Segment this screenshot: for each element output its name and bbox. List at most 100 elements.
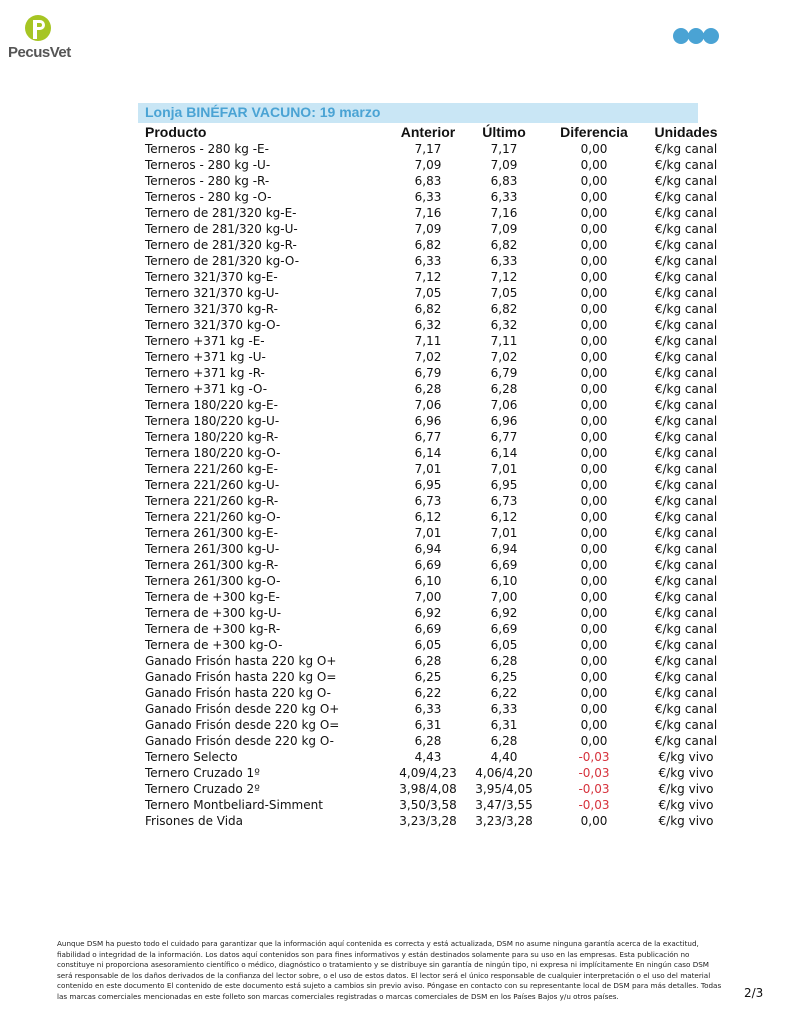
cell-unidades: €/kg canal	[654, 526, 718, 540]
cell-diferencia: 0,00	[580, 238, 608, 252]
table-row: Ganado Frisón hasta 220 kg O+ 6,28 6,28 0,0…	[138, 653, 717, 669]
cell-ultimo: 7,17	[490, 142, 518, 156]
cell-product: Ternero Montbeliard-Simment	[145, 798, 323, 812]
header-anterior: Anterior	[400, 124, 456, 140]
cell-unidades: €/kg canal	[654, 462, 718, 476]
cell-anterior: 3,98/4,08	[399, 782, 457, 796]
cell-anterior: 6,69	[414, 558, 442, 572]
disclaimer: Aunque DSM ha puesto todo el cuidado par…	[57, 939, 722, 1001]
cell-diferencia: 0,00	[580, 702, 608, 716]
cell-unidades: €/kg vivo	[658, 798, 714, 812]
cell-unidades: €/kg canal	[654, 606, 718, 620]
table-row: Ternera 180/220 kg-O- 6,14 6,14 0,00 €/kg ca…	[138, 445, 717, 461]
cell-diferencia: 0,00	[580, 398, 608, 412]
cell-ultimo: 7,09	[490, 158, 518, 172]
table-header: Producto Anterior Último Diferencia Unid…	[138, 123, 718, 141]
cell-unidades: €/kg canal	[654, 286, 718, 300]
cell-unidades: €/kg canal	[654, 334, 718, 348]
cell-anterior: 7,11	[414, 334, 442, 348]
cell-anterior: 3,23/3,28	[399, 814, 457, 828]
cell-product: Ternera 180/220 kg-U-	[145, 414, 280, 428]
cell-anterior: 7,01	[414, 526, 442, 540]
page-number: 2/3	[744, 986, 764, 1000]
cell-product: Ternera 221/260 kg-U-	[145, 478, 280, 492]
table-row: Ternero +371 kg -E- 7,11 7,11 0,00 €/kg cana…	[138, 333, 717, 349]
cell-ultimo: 6,82	[490, 302, 518, 316]
cell-anterior: 6,95	[414, 478, 442, 492]
table-row: Terneros - 280 kg -U- 7,09 7,09 0,00 €/kg ca…	[138, 157, 717, 173]
cell-unidades: €/kg canal	[654, 734, 718, 748]
cell-anterior: 7,17	[414, 142, 442, 156]
cell-anterior: 6,92	[414, 606, 442, 620]
cell-anterior: 7,09	[414, 158, 442, 172]
cell-product: Ternera 221/260 kg-E-	[145, 462, 278, 476]
cell-unidades: €/kg canal	[654, 254, 718, 268]
cell-diferencia: 0,00	[580, 430, 608, 444]
table-row: Ternero +371 kg -U- 7,02 7,02 0,00 €/kg cana…	[138, 349, 717, 365]
cell-product: Ternero de 281/320 kg-U-	[145, 222, 298, 236]
header-producto: Producto	[145, 124, 207, 140]
cell-anterior: 7,12	[414, 270, 442, 284]
cell-diferencia: 0,00	[580, 382, 608, 396]
cell-anterior: 6,96	[414, 414, 442, 428]
pecusvet-p-icon	[25, 15, 51, 41]
cell-product: Ternero +371 kg -R-	[145, 366, 265, 380]
table-row: Ternero de 281/320 kg-O- 6,33 6,33 0,00 €/kg…	[138, 253, 717, 269]
cell-diferencia: 0,00	[580, 158, 608, 172]
cell-ultimo: 6,10	[490, 574, 518, 588]
cell-product: Ternera de +300 kg-R-	[145, 622, 281, 636]
cell-unidades: €/kg vivo	[658, 782, 714, 796]
cell-product: Terneros - 280 kg -O-	[145, 190, 272, 204]
table-row: Ternera de +300 kg-E- 7,00 7,00 0,00 €/kg ca…	[138, 589, 717, 605]
cell-ultimo: 6,31	[490, 718, 518, 732]
cell-unidades: €/kg canal	[654, 158, 718, 172]
cell-anterior: 6,10	[414, 574, 442, 588]
cell-diferencia: -0,03	[578, 750, 610, 764]
cell-unidades: €/kg canal	[654, 430, 718, 444]
table-row: Ganado Frisón hasta 220 kg O- 6,22 6,22 0,0…	[138, 685, 717, 701]
cell-product: Ternero de 281/320 kg-O-	[145, 254, 300, 268]
cell-diferencia: 0,00	[580, 654, 608, 668]
cell-unidades: €/kg canal	[654, 318, 718, 332]
cell-anterior: 6,12	[414, 510, 442, 524]
cell-ultimo: 3,47/3,55	[475, 798, 533, 812]
table-row: Ganado Frisón desde 220 kg O+ 6,33 6,33 0,0…	[138, 701, 717, 717]
cell-unidades: €/kg canal	[654, 302, 718, 316]
cell-ultimo: 6,33	[490, 190, 518, 204]
cell-anterior: 4,43	[414, 750, 442, 764]
cell-unidades: €/kg canal	[654, 270, 718, 284]
cell-ultimo: 7,12	[490, 270, 518, 284]
cell-diferencia: 0,00	[580, 670, 608, 684]
table-row: Frisones de Vida 3,23/3,28 3,23/3,28 0,00 €/…	[138, 813, 713, 829]
cell-product: Terneros - 280 kg -U-	[145, 158, 271, 172]
cell-product: Terneros - 280 kg -E-	[145, 142, 269, 156]
cell-unidades: €/kg canal	[654, 638, 718, 652]
table-row: Ternero Montbeliard-Simment 3,50/3,58 3,47…	[138, 797, 713, 813]
cell-ultimo: 6,77	[490, 430, 518, 444]
cell-product: Ternero de 281/320 kg-R-	[145, 238, 297, 252]
cell-unidades: €/kg canal	[654, 398, 718, 412]
cell-ultimo: 7,06	[490, 398, 518, 412]
cell-anterior: 6,25	[414, 670, 442, 684]
cell-anterior: 7,00	[414, 590, 442, 604]
cell-product: Ternero 321/370 kg-O-	[145, 318, 281, 332]
cell-anterior: 6,77	[414, 430, 442, 444]
cell-ultimo: 7,11	[490, 334, 518, 348]
table-row: Ternera 221/260 kg-O- 6,12 6,12 0,00 €/kg ca…	[138, 509, 717, 525]
cell-anterior: 6,28	[414, 734, 442, 748]
cell-product: Ternero 321/370 kg-E-	[145, 270, 278, 284]
cell-product: Ganado Frisón hasta 220 kg O-	[145, 686, 331, 700]
cell-unidades: €/kg canal	[654, 654, 718, 668]
cell-product: Ternera de +300 kg-U-	[145, 606, 282, 620]
cell-unidades: €/kg canal	[654, 478, 718, 492]
cell-diferencia: 0,00	[580, 718, 608, 732]
cell-anterior: 6,73	[414, 494, 442, 508]
cell-product: Ternera de +300 kg-O-	[145, 638, 283, 652]
table-row: Ternero Selecto 4,43 4,40 -0,03 €/kg vivo	[138, 749, 713, 765]
cell-unidades: €/kg canal	[654, 238, 718, 252]
cell-unidades: €/kg canal	[654, 222, 718, 236]
table-row: Ternera de +300 kg-R- 6,69 6,69 0,00 €/kg ca…	[138, 621, 717, 637]
cell-diferencia: 0,00	[580, 510, 608, 524]
cell-product: Ganado Frisón desde 220 kg O+	[145, 702, 340, 716]
cell-diferencia: 0,00	[580, 734, 608, 748]
